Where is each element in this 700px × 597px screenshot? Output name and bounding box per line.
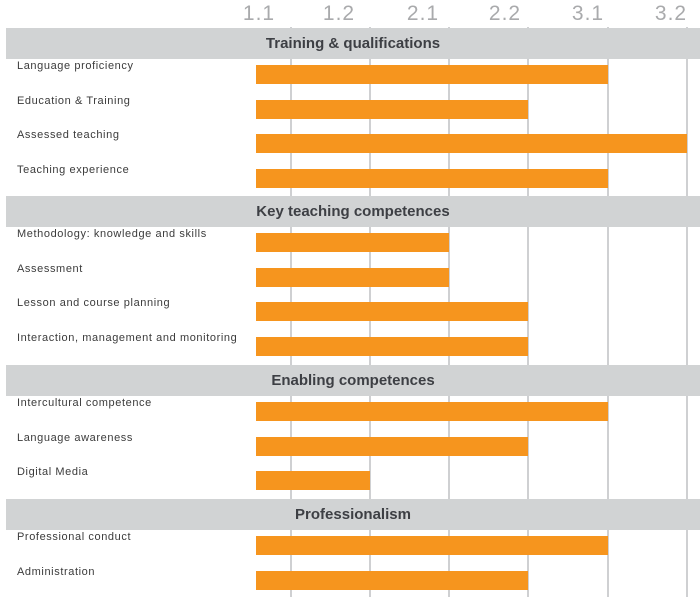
row-label: Assessed teaching (17, 129, 120, 141)
tick-label: 1.1 (242, 2, 276, 25)
row-label: Education & Training (17, 95, 131, 107)
tick-label: 3.1 (571, 2, 605, 25)
tick-label: 2.1 (406, 2, 440, 25)
row-label: Intercultural competence (17, 397, 152, 409)
section-header: Enabling competences (6, 365, 700, 396)
tick-label: 1.2 (322, 2, 356, 25)
section-header: Professionalism (6, 499, 700, 530)
bar (256, 536, 608, 555)
bar (256, 233, 449, 252)
bar (256, 65, 608, 84)
gridline (686, 27, 688, 597)
row-label: Lesson and course planning (17, 297, 171, 309)
bar (256, 471, 370, 490)
bar (256, 571, 528, 590)
gridline (607, 27, 609, 597)
bar (256, 437, 528, 456)
row-label: Language proficiency (17, 60, 134, 72)
section-header: Training & qualifications (6, 28, 700, 59)
bar (256, 100, 528, 119)
tick-label: 3.2 (654, 2, 688, 25)
row-label: Digital Media (17, 466, 89, 478)
row-label: Professional conduct (17, 531, 132, 543)
bar (256, 337, 528, 356)
bar (256, 268, 449, 287)
row-label: Administration (17, 566, 96, 578)
tick-label: 2.2 (488, 2, 522, 25)
bar (256, 402, 608, 421)
row-label: Interaction, management and monitoring (17, 332, 238, 344)
row-label: Teaching experience (17, 164, 130, 176)
row-label: Methodology: knowledge and skills (17, 228, 207, 240)
section-header: Key teaching competences (6, 196, 700, 227)
bar (256, 302, 528, 321)
bar (256, 169, 608, 188)
gridline (527, 27, 529, 597)
bar (256, 134, 687, 153)
row-label: Assessment (17, 263, 83, 275)
row-label: Language awareness (17, 432, 133, 444)
